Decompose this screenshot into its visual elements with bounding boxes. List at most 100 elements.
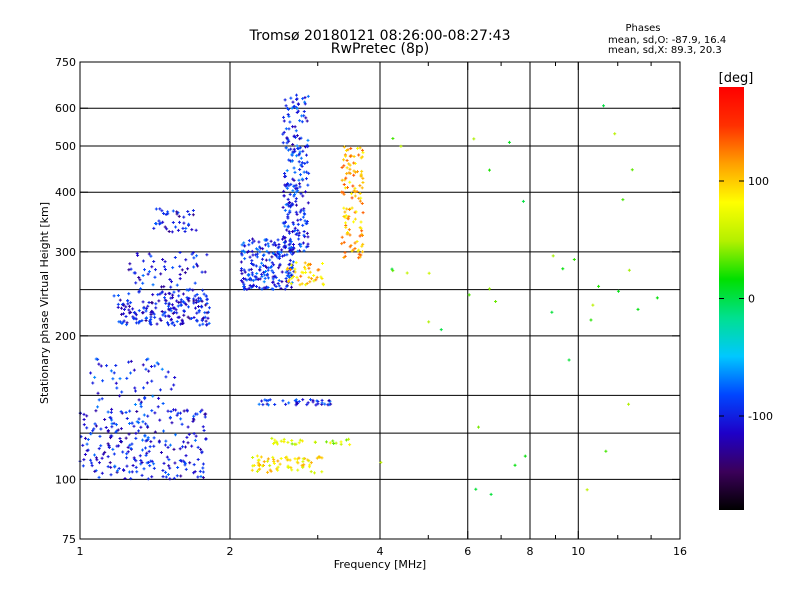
data-point bbox=[186, 441, 190, 445]
data-point bbox=[297, 153, 301, 157]
data-point bbox=[118, 377, 122, 381]
data-point bbox=[197, 305, 201, 309]
data-point bbox=[205, 301, 209, 305]
data-point bbox=[301, 241, 305, 245]
data-point bbox=[294, 199, 298, 203]
data-point bbox=[297, 400, 301, 404]
data-point bbox=[149, 364, 153, 368]
data-point bbox=[278, 262, 282, 266]
data-point bbox=[319, 275, 323, 279]
data-point bbox=[110, 425, 114, 429]
data-point bbox=[305, 119, 309, 123]
data-point bbox=[175, 474, 179, 478]
data-point bbox=[138, 454, 142, 458]
data-point bbox=[290, 439, 294, 443]
data-point bbox=[160, 290, 164, 294]
data-point bbox=[109, 465, 113, 469]
data-point bbox=[312, 279, 316, 283]
data-point bbox=[296, 218, 300, 222]
data-point bbox=[153, 364, 157, 368]
data-point bbox=[181, 300, 185, 304]
data-point bbox=[256, 458, 260, 462]
data-point bbox=[89, 458, 93, 462]
data-point bbox=[287, 401, 291, 405]
data-point bbox=[168, 277, 172, 281]
data-point bbox=[182, 409, 186, 413]
data-point bbox=[270, 261, 274, 265]
data-point bbox=[146, 437, 150, 441]
data-point bbox=[360, 201, 364, 205]
data-point bbox=[118, 394, 122, 398]
data-point bbox=[343, 210, 347, 214]
data-point bbox=[190, 444, 194, 448]
data-point bbox=[306, 244, 310, 248]
data-point bbox=[134, 436, 138, 440]
data-point bbox=[280, 270, 284, 274]
data-point bbox=[119, 410, 123, 414]
data-point bbox=[355, 240, 359, 244]
data-point bbox=[261, 247, 265, 251]
data-point bbox=[251, 455, 255, 459]
data-point bbox=[189, 316, 193, 320]
data-point bbox=[289, 263, 293, 267]
data-point bbox=[254, 253, 258, 257]
data-point bbox=[356, 249, 360, 253]
data-point bbox=[427, 271, 431, 275]
data-point bbox=[270, 269, 274, 273]
data-point bbox=[141, 363, 145, 367]
data-point bbox=[149, 440, 153, 444]
data-point bbox=[93, 375, 97, 379]
data-point bbox=[160, 367, 164, 371]
data-point bbox=[112, 421, 116, 425]
data-point bbox=[494, 300, 498, 304]
y-tick-label: 750 bbox=[55, 56, 76, 69]
data-point bbox=[284, 203, 288, 207]
data-point bbox=[292, 166, 296, 170]
x-axis-label: Frequency [MHz] bbox=[334, 558, 426, 571]
data-point bbox=[328, 441, 332, 445]
data-point bbox=[113, 464, 117, 468]
data-point bbox=[348, 245, 352, 249]
data-point bbox=[118, 437, 122, 441]
data-point bbox=[308, 270, 312, 274]
data-point bbox=[290, 276, 294, 280]
data-point bbox=[203, 415, 207, 419]
data-point bbox=[602, 104, 606, 108]
data-point bbox=[359, 172, 363, 176]
data-point bbox=[182, 215, 186, 219]
data-point bbox=[295, 144, 299, 148]
data-point bbox=[285, 169, 289, 173]
data-point bbox=[242, 244, 246, 248]
data-point bbox=[186, 425, 190, 429]
data-point bbox=[255, 252, 259, 256]
data-point bbox=[81, 443, 85, 447]
data-point bbox=[340, 178, 344, 182]
data-point bbox=[352, 161, 356, 165]
data-point bbox=[294, 403, 298, 407]
data-point bbox=[299, 173, 303, 177]
data-point bbox=[137, 398, 141, 402]
data-point bbox=[158, 222, 162, 226]
data-point bbox=[205, 311, 209, 315]
data-point bbox=[361, 151, 365, 155]
data-point bbox=[285, 253, 289, 257]
data-point bbox=[130, 470, 134, 474]
data-point bbox=[295, 97, 299, 101]
data-point bbox=[116, 428, 120, 432]
data-point bbox=[151, 394, 155, 398]
data-point bbox=[245, 278, 249, 282]
data-point bbox=[361, 211, 365, 215]
data-point bbox=[265, 399, 269, 403]
data-point bbox=[190, 228, 194, 232]
data-point bbox=[184, 467, 188, 471]
data-point bbox=[260, 464, 264, 468]
data-point bbox=[295, 93, 299, 97]
data-point bbox=[100, 471, 104, 475]
data-point bbox=[176, 304, 180, 308]
data-point bbox=[103, 418, 107, 422]
data-point bbox=[288, 258, 292, 262]
data-point bbox=[147, 252, 151, 256]
data-point bbox=[347, 228, 351, 232]
data-point bbox=[289, 147, 293, 151]
data-point bbox=[182, 440, 186, 444]
